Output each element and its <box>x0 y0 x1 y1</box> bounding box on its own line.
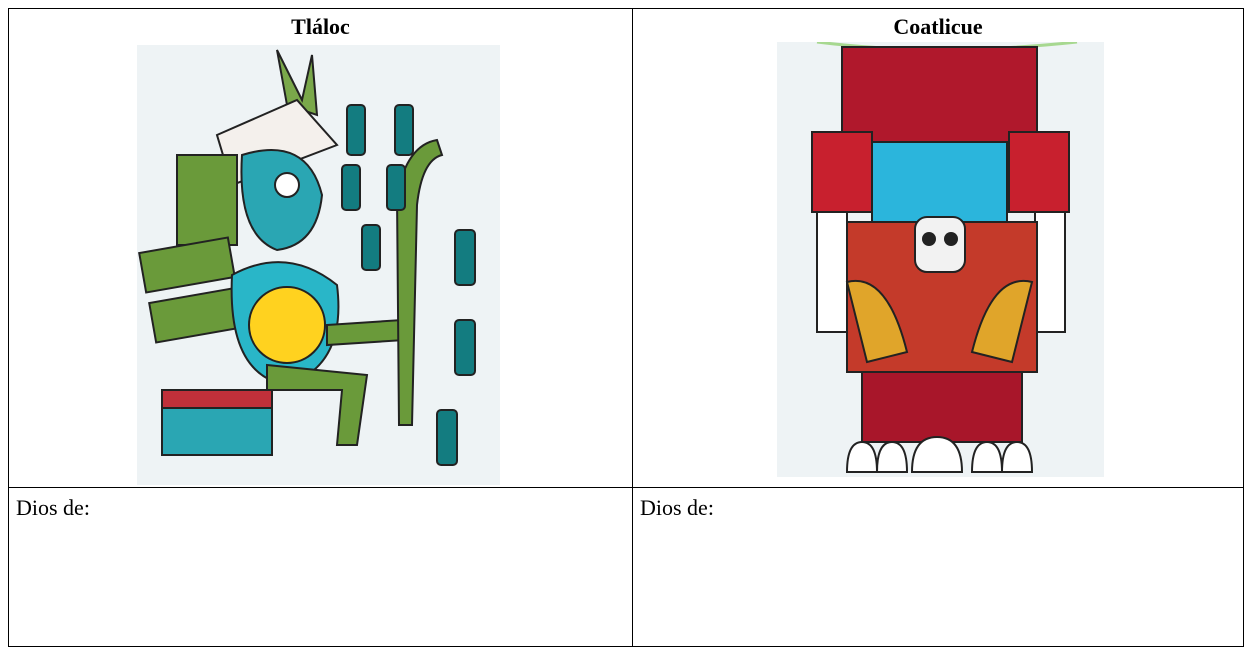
cell-text: Dios de: <box>640 495 714 520</box>
body-cell: Dios de: <box>8 487 633 647</box>
tlaloc-image <box>137 45 500 485</box>
coatlicue-image <box>777 42 1104 477</box>
page: Tláloc Coatlicue Dios de: Dios de: <box>8 8 1244 647</box>
cell-text: Dios de: <box>16 495 90 520</box>
cell-title: Coatlicue <box>893 14 983 39</box>
body-cell: Dios de: <box>632 487 1244 647</box>
cell-title: Tláloc <box>291 14 350 39</box>
